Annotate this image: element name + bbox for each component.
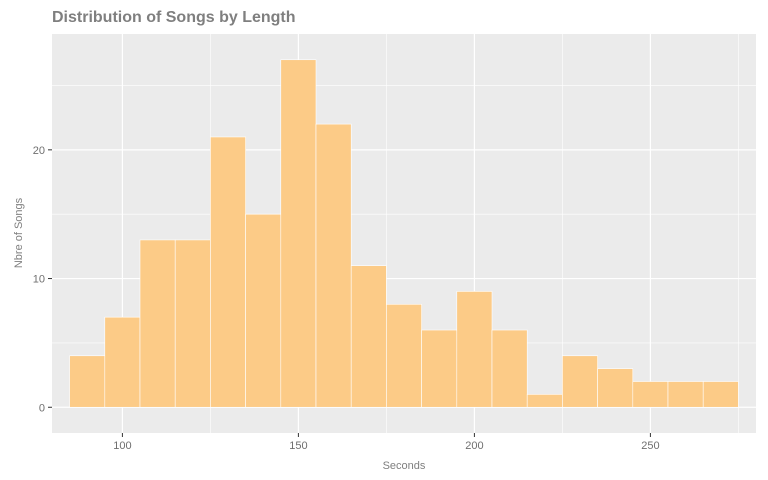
y-tick-label: 10 [33, 274, 45, 286]
histogram-bars [69, 59, 739, 408]
y-axis-ticks: 0 10 20 [33, 145, 52, 414]
histogram-bar [315, 123, 352, 408]
histogram-bar [139, 239, 176, 408]
histogram-bar [104, 316, 141, 408]
x-tick-label: 150 [289, 440, 307, 452]
y-tick-label: 20 [33, 145, 45, 157]
x-axis-ticks: 100 150 200 250 [113, 433, 660, 452]
histogram-bar [350, 265, 387, 408]
histogram-bar [491, 329, 528, 408]
chart-title: Distribution of Songs by Length [52, 9, 296, 26]
histogram-bar [526, 394, 563, 408]
histogram-bar [210, 136, 246, 408]
y-axis-label: Nbre of Songs [13, 197, 25, 268]
histogram-bar [456, 291, 493, 408]
y-tick-label: 0 [39, 402, 45, 414]
histogram-bar [245, 213, 282, 408]
histogram-bar [280, 59, 317, 408]
x-tick-label: 250 [641, 440, 659, 452]
histogram-bar [562, 355, 598, 408]
histogram-bar [632, 381, 669, 408]
x-axis-label: Seconds [383, 460, 426, 472]
histogram-bar [597, 368, 634, 408]
x-tick-label: 200 [465, 440, 483, 452]
histogram-bar [702, 381, 739, 408]
histogram-bar [386, 303, 422, 408]
histogram-bar [667, 381, 704, 408]
histogram-bar [421, 329, 458, 408]
x-tick-label: 100 [113, 440, 131, 452]
histogram-bar [174, 239, 211, 408]
histogram-bar [69, 355, 106, 408]
